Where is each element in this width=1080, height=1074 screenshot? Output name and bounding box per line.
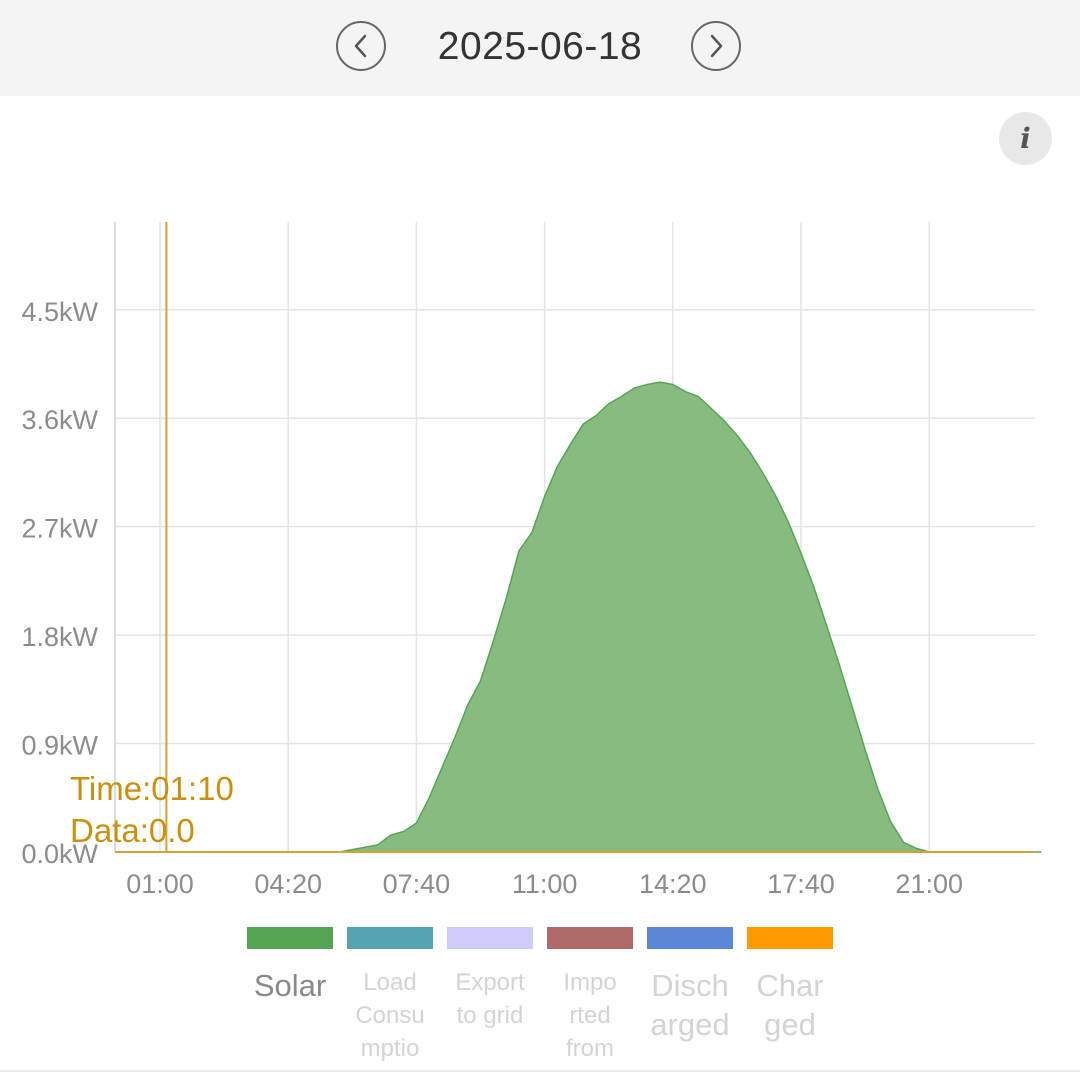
x-tick-label: 14:20 (639, 869, 707, 899)
x-tick-label: 04:20 (254, 869, 322, 899)
x-tick-label: 21:00 (895, 869, 963, 899)
series-line-solar (121, 381, 1042, 853)
previous-day-button[interactable] (336, 21, 386, 71)
series-area-solar (121, 382, 1042, 852)
y-tick-label: 3.6kW (21, 405, 98, 435)
info-icon: i (1020, 122, 1031, 155)
legend-label[interactable]: Load Consu mptio (355, 969, 425, 1062)
y-tick-label: 4.5kW (21, 297, 98, 327)
y-tick-label: 1.8kW (21, 622, 98, 652)
x-tick-label: 01:00 (126, 869, 194, 899)
x-tick-label: 07:40 (383, 869, 451, 899)
legend-label[interactable]: Char ged (756, 968, 824, 1042)
legend-swatch[interactable] (247, 927, 333, 949)
current-date[interactable]: 2025-06-18 (437, 25, 643, 68)
legend-swatch[interactable] (647, 927, 733, 949)
legend-swatch[interactable] (547, 927, 633, 949)
chevron-left-icon (354, 34, 367, 58)
legend-label[interactable]: Export to grid (455, 969, 525, 1029)
info-button[interactable]: i (999, 112, 1052, 165)
legend-swatch[interactable] (447, 927, 533, 949)
x-tick-label: 11:00 (512, 869, 578, 899)
y-tick-label: 0.0kW (21, 839, 98, 869)
chevron-right-icon (710, 34, 723, 58)
x-tick-label: 17:40 (767, 869, 835, 899)
divider (0, 1070, 1080, 1072)
date-navigation-bar: 2025-06-18 (0, 0, 1080, 96)
y-tick-label: 2.7kW (21, 514, 98, 544)
chart-tooltip: Time:01:10 Data:0.0 (70, 768, 234, 852)
power-area-chart[interactable]: 0.0kW 0.9kW 1.8kW 2.7kW 3.6kW 4.5kW 01:00 04:20… (0, 200, 1080, 910)
legend-label[interactable]: Solar (253, 968, 327, 1003)
legend-swatch[interactable] (747, 927, 833, 949)
tooltip-data: Data:0.0 (70, 812, 195, 849)
legend-label[interactable]: Impo rted from (563, 969, 617, 1062)
tooltip-time: Time:01:10 (70, 770, 234, 807)
legend-label[interactable]: Disch arged (650, 968, 730, 1042)
next-day-button[interactable] (691, 21, 741, 71)
y-tick-label: 0.9kW (21, 731, 98, 761)
legend-swatch[interactable] (347, 927, 433, 949)
